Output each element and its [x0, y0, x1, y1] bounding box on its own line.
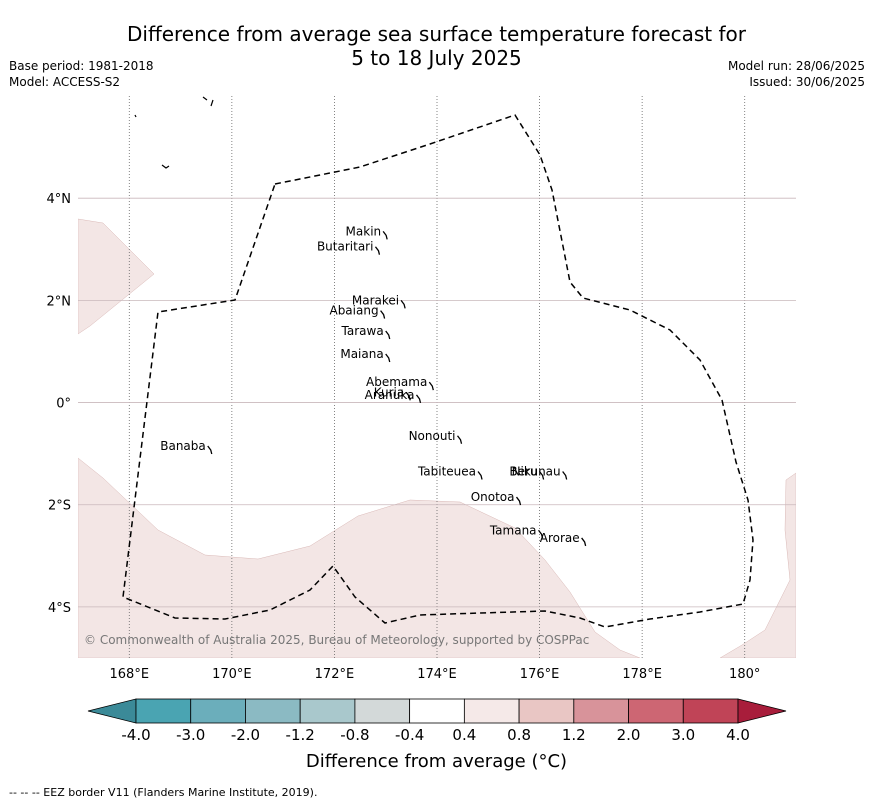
lon-tick-label: 170°E [212, 667, 252, 682]
lon-tick-label: 168°E [110, 667, 150, 682]
colorbar-segment [135, 698, 192, 724]
island-outline [538, 529, 544, 539]
island-label: Nikunau [512, 465, 561, 479]
lon-tick-label: 174°E [417, 667, 457, 682]
eez-footnote: -- -- -- EEZ border V11 (Flanders Marine… [9, 786, 318, 799]
island-outline [415, 394, 422, 404]
island-outline [382, 231, 388, 240]
eez-border [122, 114, 754, 628]
colorbar-segment [682, 698, 739, 724]
island-label: Butaritari [317, 240, 374, 254]
island-label: Kuria [374, 385, 405, 399]
colorbar-segment [463, 698, 520, 724]
axis-labels: 168°E 170°E 172°E 174°E 176°E 178°E 180° 4°N 2°N… [47, 192, 761, 682]
island-outline [581, 537, 587, 547]
warm-anomaly-region-west [78, 218, 155, 335]
colorbar-tick-label: -3.0 [176, 726, 205, 744]
lon-tick-label: 172°E [315, 667, 355, 682]
colorbar-segment [299, 698, 356, 724]
colorbar-segment [573, 698, 629, 724]
title-line-2: 5 to 18 July 2025 [351, 46, 522, 70]
island-label: Tabiteuea [417, 465, 476, 479]
base-period: Base period: 1981-2018 [9, 59, 154, 73]
island-label: Tarawa [341, 324, 384, 338]
island-label: Arorae [540, 531, 580, 545]
model-name: Model: ACCESS-S2 [9, 75, 121, 89]
colorbar-tick-label: 4.0 [726, 726, 750, 744]
meta-left: Base period: 1981-2018 Model: ACCESS-S2 [9, 58, 154, 90]
island-label: Beru [509, 465, 537, 479]
colorbar-tick-label: 0.4 [452, 726, 476, 744]
lat-tick-label: 4°S [48, 601, 71, 616]
island-outline [539, 471, 545, 480]
island-label: Aranuka [365, 388, 415, 402]
warm-anomaly-region-east [719, 472, 796, 658]
colorbar-segment [190, 698, 246, 724]
colorbar-tick-label: -0.4 [395, 726, 424, 744]
lon-tick-label: 178°E [622, 667, 662, 682]
island-label: Nonouti [409, 429, 456, 443]
issued-date: Issued: 30/06/2025 [749, 75, 865, 89]
island-label: Maiana [340, 347, 383, 361]
model-run: Model run: 28/06/2025 [727, 59, 865, 73]
colorbar-tick-label: 2.0 [617, 726, 641, 744]
colorbar-extend-high [737, 698, 787, 724]
colorbar-tick-label: -2.0 [231, 726, 260, 744]
colorbar-tick-label: 1.2 [562, 726, 586, 744]
colorbar-segment [354, 698, 411, 724]
lat-tick-label: 2°S [48, 499, 71, 514]
island-outline [515, 496, 522, 506]
lat-tick-label: 0° [56, 397, 71, 412]
colorbar-segment [245, 698, 301, 724]
colorbar-title: Difference from average (°C) [0, 751, 873, 772]
island-outline [428, 381, 434, 391]
island-outline [374, 246, 381, 255]
colorbar-title-text: Difference from average (°C) [305, 751, 568, 772]
colorbar-segment [409, 698, 465, 724]
island-outline [380, 310, 386, 319]
island-label: Makin [346, 224, 382, 238]
colorbar-tick-label: -4.0 [121, 726, 150, 744]
colorbar-segment [628, 698, 684, 724]
lat-tick-label: 4°N [47, 192, 72, 207]
island-outline [405, 391, 411, 401]
title-line-1: Difference from average sea surface temp… [126, 22, 746, 46]
island-outline [400, 299, 406, 309]
island-label: Onotoa [471, 490, 515, 504]
copyright-notice: © Commonwealth of Australia 2025, Bureau… [84, 633, 589, 647]
island-outline [385, 330, 391, 340]
colorbar-tick-label: -1.2 [286, 726, 315, 744]
island-outline [562, 471, 568, 480]
colorbar: -4.0 -3.0 -2.0 -1.2 -0.8 -0.4 0.4 0.8 1.2 2.0 3.0 4… [87, 698, 787, 744]
colorbar-tick-label: 3.0 [671, 726, 695, 744]
island-outline [385, 353, 391, 363]
gridlines [78, 96, 796, 658]
lon-tick-label: 176°E [520, 667, 560, 682]
lon-tick-label: 180° [729, 667, 760, 682]
island-label: Abaiang [329, 304, 378, 318]
island-label: Marakei [352, 293, 399, 307]
island-label: Banaba [160, 439, 206, 453]
colorbar-segment [518, 698, 575, 724]
colorbar-tick-label: -0.8 [340, 726, 369, 744]
island-label: Abemama [366, 375, 427, 389]
island-outline [477, 471, 483, 480]
island-label: Tamana [489, 523, 537, 537]
colorbar-extend-low [87, 698, 137, 724]
island-outline [207, 445, 213, 455]
lat-tick-label: 2°N [47, 294, 72, 309]
island-outline [456, 435, 463, 444]
colorbar-tick-label: 0.8 [507, 726, 531, 744]
landmass-fragment [134, 96, 214, 169]
meta-right: Model run: 28/06/2025 Issued: 30/06/2025 [728, 58, 865, 90]
warm-anomaly-region-south [78, 457, 641, 658]
map-title: Difference from average sea surface temp… [0, 22, 873, 70]
